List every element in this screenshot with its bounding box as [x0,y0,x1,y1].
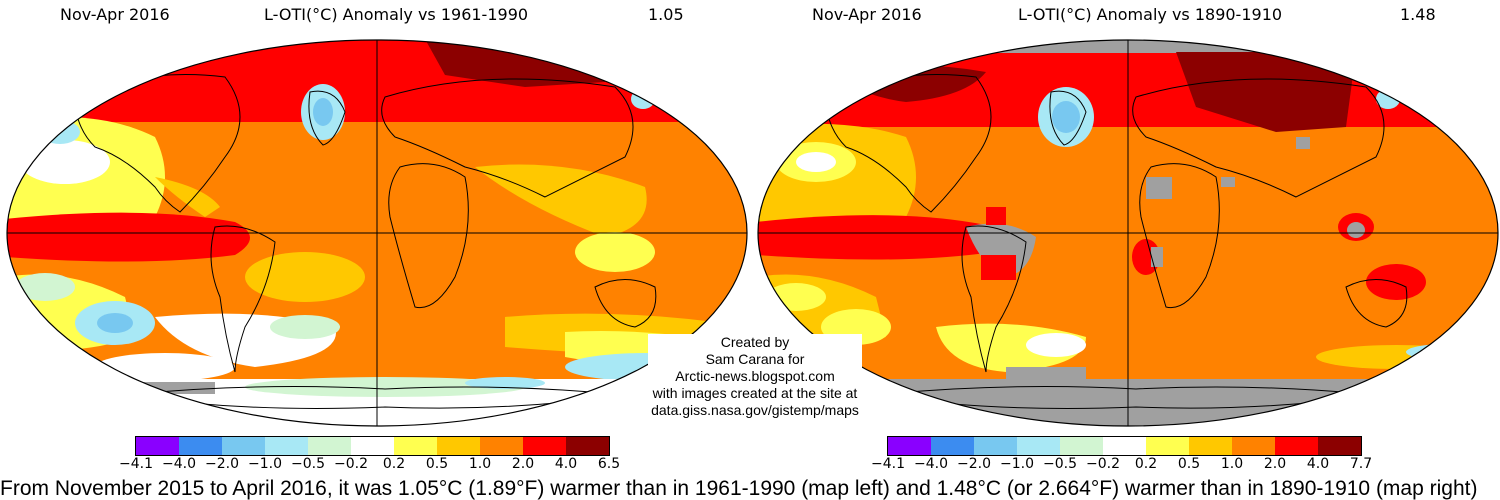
left-map-title: L-OTI(°C) Anomaly vs 1961-1990 [264,5,529,24]
legend-tick-label: −4.0 [914,456,948,472]
legend-tick-label: −0.2 [1086,456,1120,472]
legend-tick-label: 2.0 [1263,456,1287,472]
legend-swatch [888,437,931,455]
legend-swatch [1232,437,1275,455]
legend-swatch [1146,437,1189,455]
legend-swatch [1017,437,1060,455]
right-period-label: Nov-Apr 2016 [812,5,922,24]
left-color-legend [135,436,610,456]
credit-line: Arctic-news.blogspot.com [675,368,835,384]
legend-tick-label: 4.0 [1306,456,1330,472]
credit-line: with images created at the site at [652,385,858,401]
legend-tick-label: 0.5 [425,456,449,472]
legend-tick-label: 1.0 [468,456,492,472]
figure-caption: From November 2015 to April 2016, it was… [0,477,1478,500]
left-global-anomaly-value: 1.05 [648,5,684,24]
legend-swatch [308,437,351,455]
legend-swatch [437,437,480,455]
credit-line: data.giss.nasa.gov/gistemp/maps [651,402,859,418]
legend-tick-label: 0.2 [1134,456,1158,472]
credit-text-block: Created by Sam Carana for Arctic-news.bl… [648,334,862,419]
legend-tick-label: −4.1 [871,456,905,472]
legend-swatch [523,437,566,455]
right-legend-ticks: −4.1 −4.0 −2.0 −1.0 −0.5 −0.2 0.2 0.5 1.0 2.0 4.0 7… [871,456,1372,474]
right-color-legend [887,436,1362,456]
right-map-title: L-OTI(°C) Anomaly vs 1890-1910 [1018,5,1283,24]
legend-tick-label: −2.0 [957,456,991,472]
legend-tick-label: −1.0 [1000,456,1034,472]
legend-tick-label: 7.7 [1349,456,1373,472]
legend-tick-label: −0.5 [1043,456,1077,472]
credit-line: Created by [720,334,790,350]
legend-tick-label: −0.5 [291,456,325,472]
left-anomaly-map [5,27,749,427]
left-period-label: Nov-Apr 2016 [60,5,170,24]
legend-tick-label: 6.5 [597,456,621,472]
legend-tick-label: −2.0 [205,456,239,472]
legend-tick-label: 4.0 [554,456,578,472]
legend-swatch [136,437,179,455]
legend-swatch [265,437,308,455]
legend-swatch [566,437,609,455]
right-anomaly-map [756,27,1500,427]
credit-line: Sam Carana for [705,351,805,367]
legend-swatch [931,437,974,455]
legend-swatch [1103,437,1146,455]
legend-swatch [351,437,394,455]
legend-swatch [974,437,1017,455]
legend-tick-label: 0.5 [1177,456,1201,472]
legend-tick-label: −4.0 [162,456,196,472]
left-legend-ticks: −4.1 −4.0 −2.0 −1.0 −0.5 −0.2 0.2 0.5 1.0 2.0 4.0 6… [119,456,620,474]
legend-tick-label: −0.2 [334,456,368,472]
legend-swatch [222,437,265,455]
legend-tick-label: −4.1 [119,456,153,472]
legend-swatch [179,437,222,455]
right-global-anomaly-value: 1.48 [1400,5,1436,24]
legend-swatch [1275,437,1318,455]
legend-tick-label: −1.0 [248,456,282,472]
legend-swatch [1060,437,1103,455]
legend-swatch [1189,437,1232,455]
legend-swatch [394,437,437,455]
legend-swatch [1318,437,1361,455]
legend-tick-label: 2.0 [511,456,535,472]
legend-tick-label: 1.0 [1220,456,1244,472]
legend-tick-label: 0.2 [382,456,406,472]
legend-swatch [480,437,523,455]
